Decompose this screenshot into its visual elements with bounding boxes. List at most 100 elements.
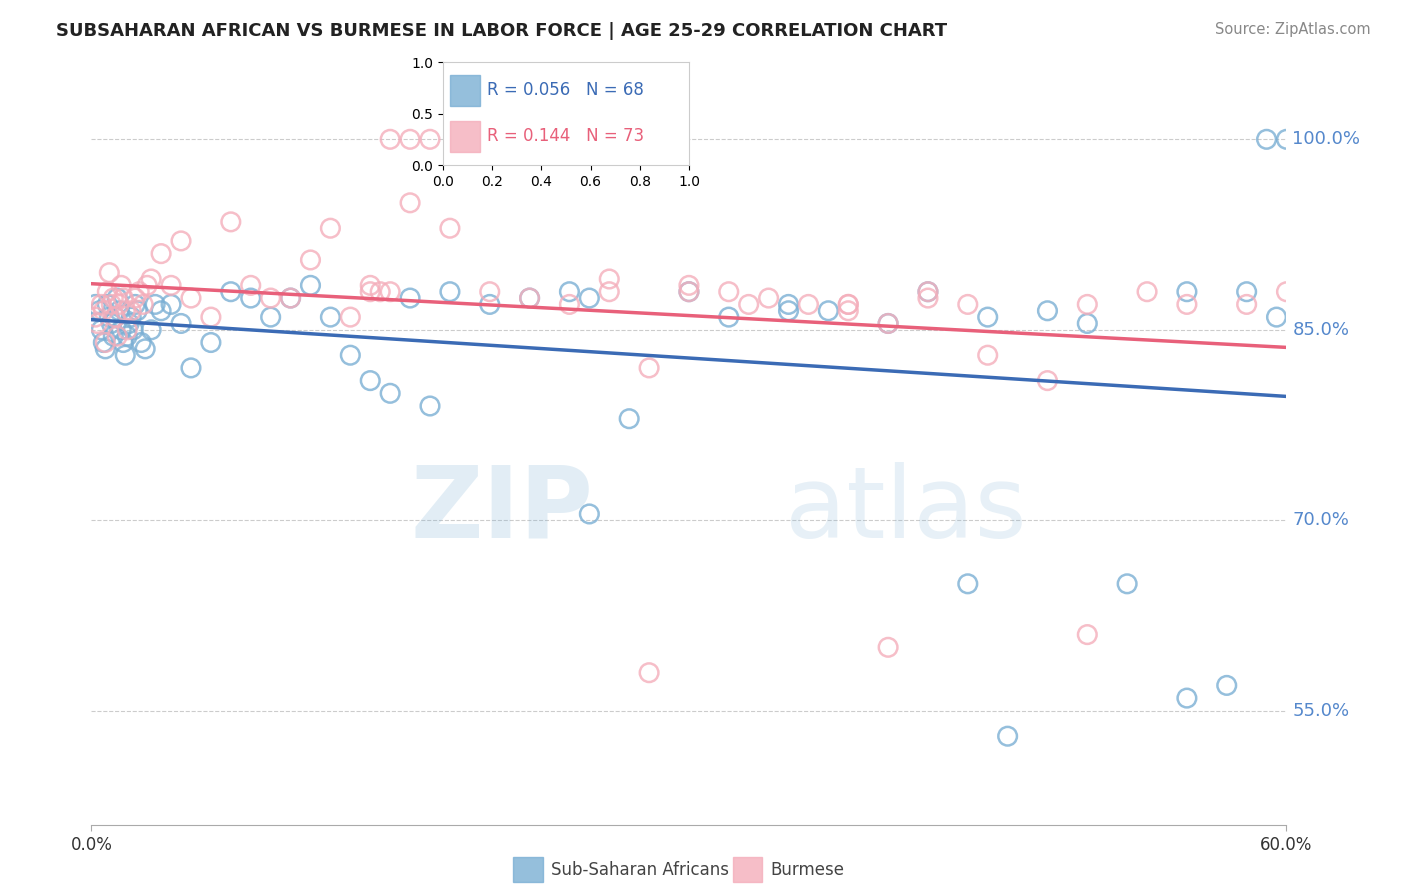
Point (103, 329, 125, 343)
Point (917, 285, 939, 299)
Point (419, 399, 441, 413)
Point (259, 291, 281, 305)
Point (558, 285, 581, 299)
Point (1275, 132, 1298, 146)
Point (239, 278, 262, 293)
Point (558, 297, 581, 311)
Point (84, 310, 107, 325)
Point (619, 411, 641, 425)
Point (86, 317, 108, 331)
Point (124, 297, 146, 311)
Point (94, 342, 117, 356)
Point (1136, 285, 1159, 299)
Point (319, 221, 342, 235)
Point (129, 335, 152, 350)
Point (132, 297, 155, 311)
Point (778, 303, 800, 318)
Point (120, 303, 142, 318)
Point (1236, 297, 1258, 311)
Point (1175, 691, 1198, 706)
Point (917, 285, 939, 299)
Point (219, 215, 242, 229)
Point (1116, 576, 1139, 591)
Point (877, 317, 900, 331)
Point (299, 278, 322, 293)
Point (399, 132, 422, 146)
Point (200, 310, 222, 325)
Point (112, 335, 135, 350)
Text: SUBSAHARAN AFRICAN VS BURMESE IN LABOR FORCE | AGE 25-29 CORRELATION CHART: SUBSAHARAN AFRICAN VS BURMESE IN LABOR F… (56, 22, 948, 40)
Point (280, 291, 302, 305)
Bar (450, 75, 479, 105)
Point (359, 278, 381, 293)
Point (877, 640, 900, 655)
Point (104, 310, 127, 325)
Text: Burmese: Burmese (770, 861, 845, 879)
Point (319, 310, 342, 325)
Point (96, 297, 118, 311)
Point (678, 278, 700, 293)
Point (180, 360, 202, 375)
Point (89, 303, 111, 318)
Point (100, 317, 122, 331)
Text: R = 0.056   N = 68: R = 0.056 N = 68 (486, 81, 644, 99)
Point (956, 297, 979, 311)
Point (100, 297, 122, 311)
Point (280, 291, 302, 305)
Point (1076, 297, 1098, 311)
Point (817, 303, 839, 318)
Point (110, 278, 132, 293)
Point (134, 342, 156, 356)
Point (399, 291, 422, 305)
Point (956, 576, 979, 591)
Point (598, 285, 620, 299)
Point (98, 266, 121, 280)
Text: Source: ZipAtlas.com: Source: ZipAtlas.com (1215, 22, 1371, 37)
Text: ZIP: ZIP (411, 462, 593, 559)
Point (170, 317, 193, 331)
Point (98, 310, 121, 325)
Point (1256, 132, 1278, 146)
Point (578, 291, 600, 305)
Point (1076, 317, 1098, 331)
Point (758, 291, 780, 305)
Point (141, 323, 162, 337)
Text: Sub-Saharan Africans: Sub-Saharan Africans (551, 861, 730, 879)
Point (90, 323, 112, 337)
Point (976, 310, 998, 325)
Point (90, 297, 112, 311)
Point (124, 291, 146, 305)
Point (378, 132, 402, 146)
Point (837, 297, 859, 311)
Point (1275, 285, 1298, 299)
Point (143, 297, 166, 311)
Point (200, 335, 222, 350)
Point (1175, 297, 1198, 311)
Point (1265, 310, 1288, 325)
Point (105, 329, 128, 343)
Point (1175, 285, 1198, 299)
Point (678, 285, 700, 299)
Point (160, 297, 183, 311)
Point (114, 348, 136, 362)
Point (141, 272, 162, 286)
Point (110, 323, 132, 337)
Point (778, 297, 800, 311)
Point (717, 285, 740, 299)
Point (122, 323, 145, 337)
Point (127, 303, 149, 318)
Point (120, 310, 142, 325)
Point (93, 303, 114, 318)
Text: 100.0%: 100.0% (1292, 130, 1361, 148)
Point (638, 360, 661, 375)
Point (439, 221, 461, 235)
Point (150, 303, 173, 318)
Text: 85.0%: 85.0% (1292, 321, 1350, 339)
Point (299, 252, 322, 267)
Point (160, 278, 183, 293)
Point (578, 507, 600, 521)
Point (378, 285, 402, 299)
Point (1076, 627, 1098, 641)
Point (797, 297, 820, 311)
Point (1036, 303, 1059, 318)
